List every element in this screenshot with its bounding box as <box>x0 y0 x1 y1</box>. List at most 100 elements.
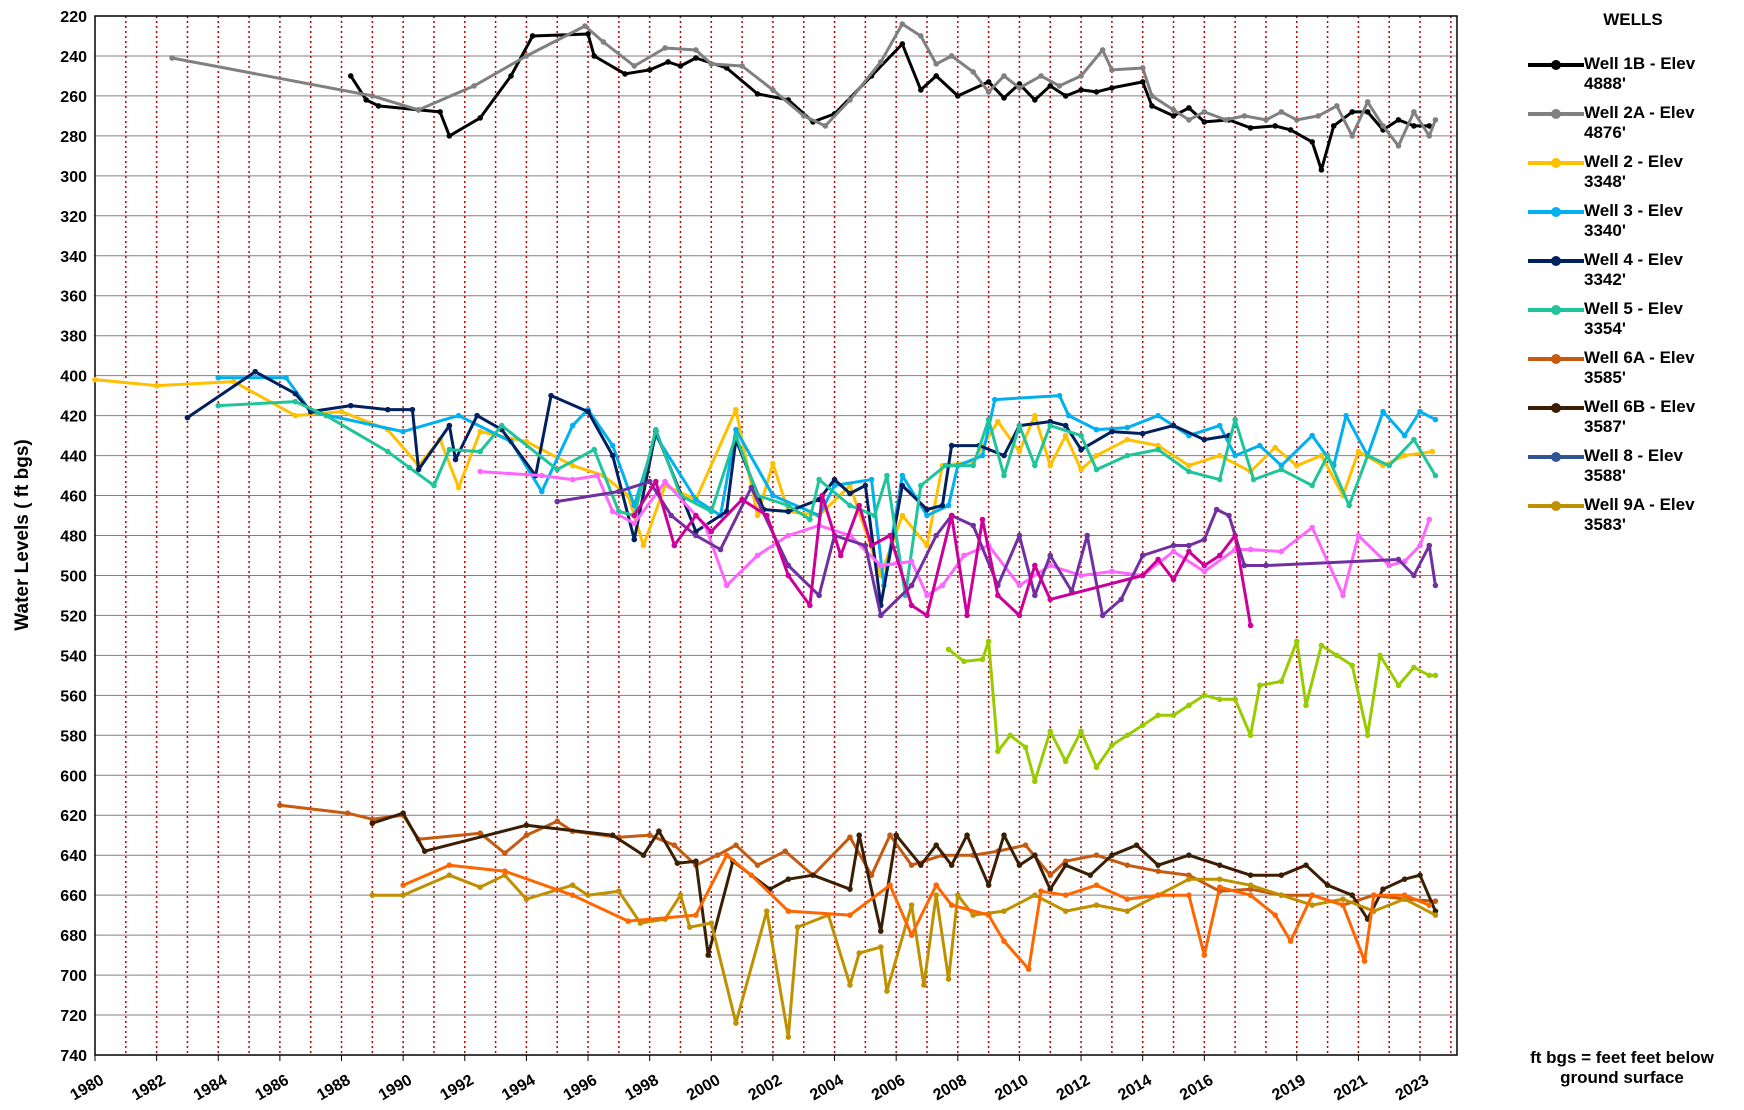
data-point <box>569 422 576 429</box>
y-tick-label: 360 <box>60 289 87 306</box>
data-point <box>582 23 588 29</box>
data-point <box>646 67 653 73</box>
data-point <box>733 842 739 849</box>
data-point <box>693 512 699 519</box>
data-point <box>785 876 792 882</box>
data-point <box>1032 778 1038 785</box>
data-point <box>924 612 930 619</box>
data-point <box>884 472 890 479</box>
data-point <box>924 512 930 519</box>
data-point <box>1263 562 1269 569</box>
data-point <box>153 382 160 389</box>
legend-marker <box>1551 207 1561 217</box>
data-point <box>723 582 730 589</box>
data-point <box>847 912 853 918</box>
data-point <box>1001 938 1007 944</box>
data-point <box>985 912 992 918</box>
data-point <box>1007 732 1013 739</box>
data-point <box>816 592 822 599</box>
data-point <box>656 828 662 835</box>
data-point <box>502 872 508 878</box>
data-point <box>1395 117 1402 123</box>
x-tick-label: 2002 <box>746 1072 785 1105</box>
data-point <box>1124 452 1131 459</box>
x-tick-label: 2019 <box>1269 1072 1308 1105</box>
data-point <box>1155 712 1161 719</box>
data-point <box>1155 556 1161 563</box>
data-point <box>785 908 792 914</box>
data-point <box>1411 572 1417 579</box>
y-tick-label: 420 <box>60 409 87 426</box>
data-point <box>770 87 776 93</box>
data-point <box>591 53 597 59</box>
data-point <box>847 97 853 103</box>
data-point <box>1047 83 1054 89</box>
data-point <box>1371 892 1377 898</box>
data-point <box>1216 696 1223 703</box>
data-point <box>1093 882 1100 888</box>
data-point <box>1001 472 1007 479</box>
data-point <box>1278 462 1285 469</box>
data-point <box>92 376 98 383</box>
data-point <box>763 512 770 519</box>
data-point <box>1247 622 1254 629</box>
data-point <box>991 396 998 403</box>
data-point <box>1062 892 1069 898</box>
data-point <box>292 412 299 419</box>
data-point <box>1078 87 1084 93</box>
data-point <box>754 512 761 519</box>
data-point <box>693 532 699 539</box>
legend-item: Well 5 - Elev 3354' <box>1528 299 1738 348</box>
data-point <box>1186 876 1192 882</box>
data-point <box>1109 742 1115 749</box>
data-point <box>1349 109 1356 115</box>
data-point <box>1349 133 1356 139</box>
data-point <box>1417 872 1423 878</box>
data-point <box>918 87 924 93</box>
x-tick-label: 1988 <box>314 1072 353 1105</box>
data-point <box>363 97 369 103</box>
x-tick-label: 1998 <box>622 1072 661 1105</box>
data-point <box>1247 886 1254 892</box>
data-point <box>1062 93 1069 99</box>
y-tick-label: 280 <box>60 129 87 146</box>
data-point <box>847 886 853 892</box>
data-point <box>474 412 480 419</box>
data-point <box>671 842 678 849</box>
data-point <box>283 374 289 381</box>
data-point <box>585 31 591 37</box>
data-point <box>215 374 222 381</box>
data-point <box>446 133 453 139</box>
legend-label: Well 4 - Elev 3342' <box>1584 250 1683 289</box>
data-point <box>908 558 915 565</box>
data-point <box>1099 612 1106 619</box>
data-point <box>1343 412 1349 419</box>
data-point <box>1216 552 1223 559</box>
legend-swatch <box>1528 250 1584 270</box>
data-point <box>369 816 376 823</box>
data-point <box>1124 896 1131 902</box>
data-point <box>739 496 745 503</box>
x-tick-label: 2021 <box>1331 1072 1370 1105</box>
data-point <box>816 476 822 483</box>
data-point <box>446 862 453 868</box>
data-point <box>939 502 946 509</box>
data-point <box>600 39 607 45</box>
data-point <box>347 402 354 409</box>
data-point <box>498 422 505 429</box>
x-tick-label: 1990 <box>376 1072 415 1105</box>
data-point <box>1062 422 1069 429</box>
legend-marker <box>1551 158 1561 168</box>
data-point <box>169 55 175 61</box>
footnote: ft bgs = feet feet below ground surface <box>1530 1048 1714 1087</box>
data-point <box>477 884 483 890</box>
y-tick-label: 720 <box>60 1008 87 1025</box>
data-point <box>1216 476 1223 483</box>
data-point <box>1429 448 1436 455</box>
legend-label: Well 1B - Elev 4888' <box>1584 54 1696 93</box>
data-point <box>1355 532 1362 539</box>
data-point <box>908 932 915 938</box>
data-point <box>1062 862 1069 868</box>
data-point <box>985 79 992 85</box>
data-point <box>1025 966 1032 972</box>
